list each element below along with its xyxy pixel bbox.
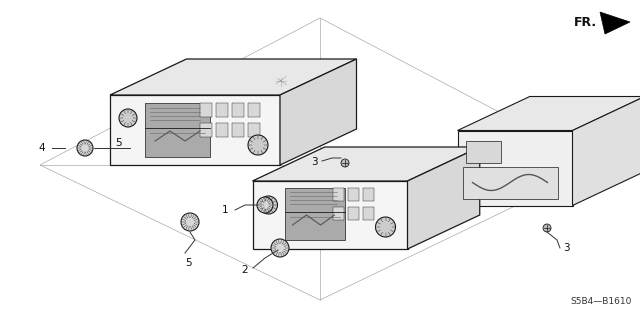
Polygon shape	[348, 207, 358, 220]
Circle shape	[271, 239, 289, 257]
Circle shape	[248, 135, 268, 155]
Polygon shape	[110, 59, 356, 95]
Polygon shape	[145, 103, 210, 157]
Text: 3: 3	[563, 243, 570, 253]
Text: FR.: FR.	[574, 16, 597, 28]
Polygon shape	[248, 103, 260, 117]
Text: 2: 2	[241, 265, 248, 275]
Polygon shape	[200, 103, 212, 117]
Polygon shape	[362, 207, 374, 220]
Polygon shape	[110, 95, 280, 165]
Circle shape	[257, 197, 273, 213]
Polygon shape	[333, 188, 344, 201]
Polygon shape	[408, 147, 480, 249]
Polygon shape	[600, 12, 630, 34]
Polygon shape	[465, 140, 500, 162]
Polygon shape	[216, 123, 228, 137]
Text: S5B4—B1610: S5B4—B1610	[570, 298, 632, 307]
Circle shape	[376, 217, 396, 237]
Polygon shape	[348, 188, 358, 201]
Polygon shape	[362, 188, 374, 201]
Text: 5: 5	[115, 138, 122, 148]
Polygon shape	[200, 123, 212, 137]
Polygon shape	[232, 103, 244, 117]
Polygon shape	[463, 167, 557, 198]
Circle shape	[181, 213, 199, 231]
Circle shape	[77, 140, 93, 156]
Polygon shape	[333, 207, 344, 220]
Circle shape	[119, 109, 137, 127]
Circle shape	[543, 224, 551, 232]
Polygon shape	[232, 123, 244, 137]
Text: 5: 5	[185, 258, 191, 268]
Polygon shape	[253, 147, 480, 181]
Text: 1: 1	[221, 205, 228, 215]
Circle shape	[259, 196, 278, 214]
Polygon shape	[285, 188, 344, 240]
Text: 4: 4	[38, 143, 45, 153]
Text: 3: 3	[312, 157, 318, 167]
Polygon shape	[216, 103, 228, 117]
Polygon shape	[458, 130, 573, 205]
Polygon shape	[458, 97, 640, 130]
Polygon shape	[573, 97, 640, 205]
Polygon shape	[248, 123, 260, 137]
Circle shape	[341, 159, 349, 167]
Polygon shape	[280, 59, 356, 165]
Polygon shape	[253, 181, 408, 249]
